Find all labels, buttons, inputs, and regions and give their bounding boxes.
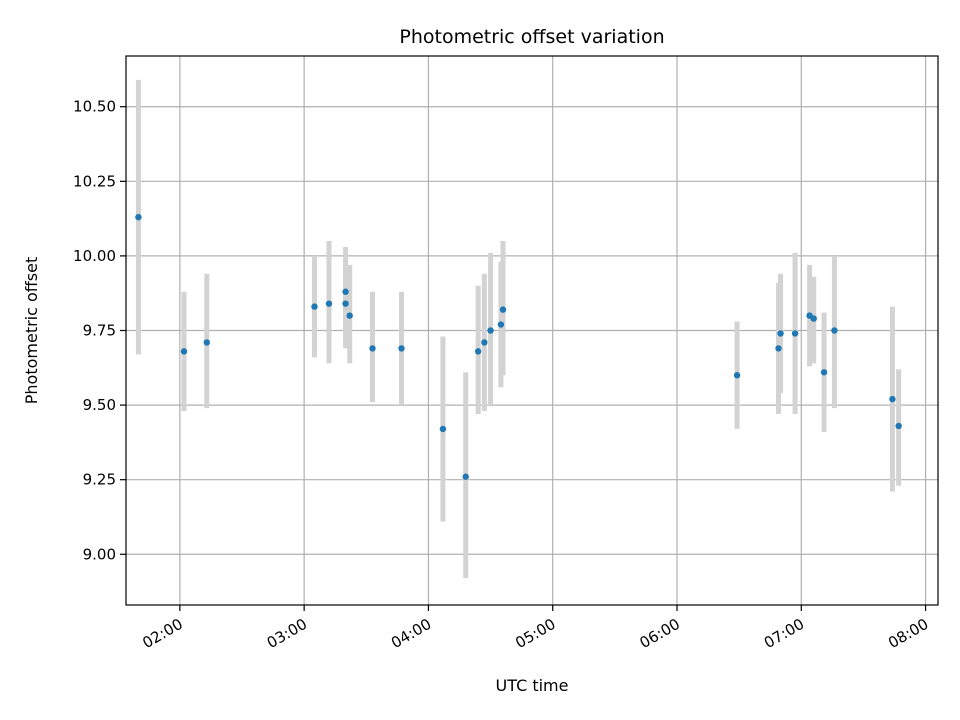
data-point <box>791 330 799 337</box>
chart-title: Photometric offset variation <box>399 26 664 48</box>
data-point <box>733 372 741 379</box>
data-point <box>777 330 784 337</box>
data-point <box>180 348 188 355</box>
data-point <box>810 315 817 322</box>
data-point <box>895 422 902 430</box>
data-point <box>135 213 142 221</box>
data-point <box>820 369 828 376</box>
data-point <box>481 339 488 346</box>
y-axis-title: Photometric offset <box>22 257 41 405</box>
data-point <box>439 425 447 433</box>
data-point <box>325 300 333 307</box>
y-tick-label: 9.00 <box>83 545 116 563</box>
data-point <box>889 395 896 403</box>
y-tick-label: 9.75 <box>83 322 116 340</box>
y-tick-label: 9.25 <box>83 471 116 489</box>
y-tick-label: 10.25 <box>73 172 116 190</box>
data-points <box>135 213 902 480</box>
data-point <box>369 345 376 352</box>
data-point <box>342 300 349 307</box>
x-axis-title: UTC time <box>496 676 569 695</box>
y-tick-label: 10.00 <box>73 247 116 265</box>
data-point <box>497 321 505 328</box>
y-tick-label: 9.50 <box>83 396 116 414</box>
data-point <box>775 345 782 352</box>
data-point <box>474 348 482 355</box>
data-point <box>462 473 469 480</box>
data-point <box>203 339 210 346</box>
data-point <box>499 306 507 313</box>
data-point <box>346 312 353 319</box>
data-point <box>831 327 838 334</box>
y-axis-ticks: 9.00 9.25 9.50 9.75 10.00 10.25 10.50 <box>73 98 126 563</box>
data-point <box>398 345 405 352</box>
data-point <box>342 288 349 295</box>
data-point <box>487 327 494 334</box>
y-tick-label: 10.50 <box>73 98 116 116</box>
grid-lines <box>126 56 938 605</box>
data-point <box>311 303 318 310</box>
